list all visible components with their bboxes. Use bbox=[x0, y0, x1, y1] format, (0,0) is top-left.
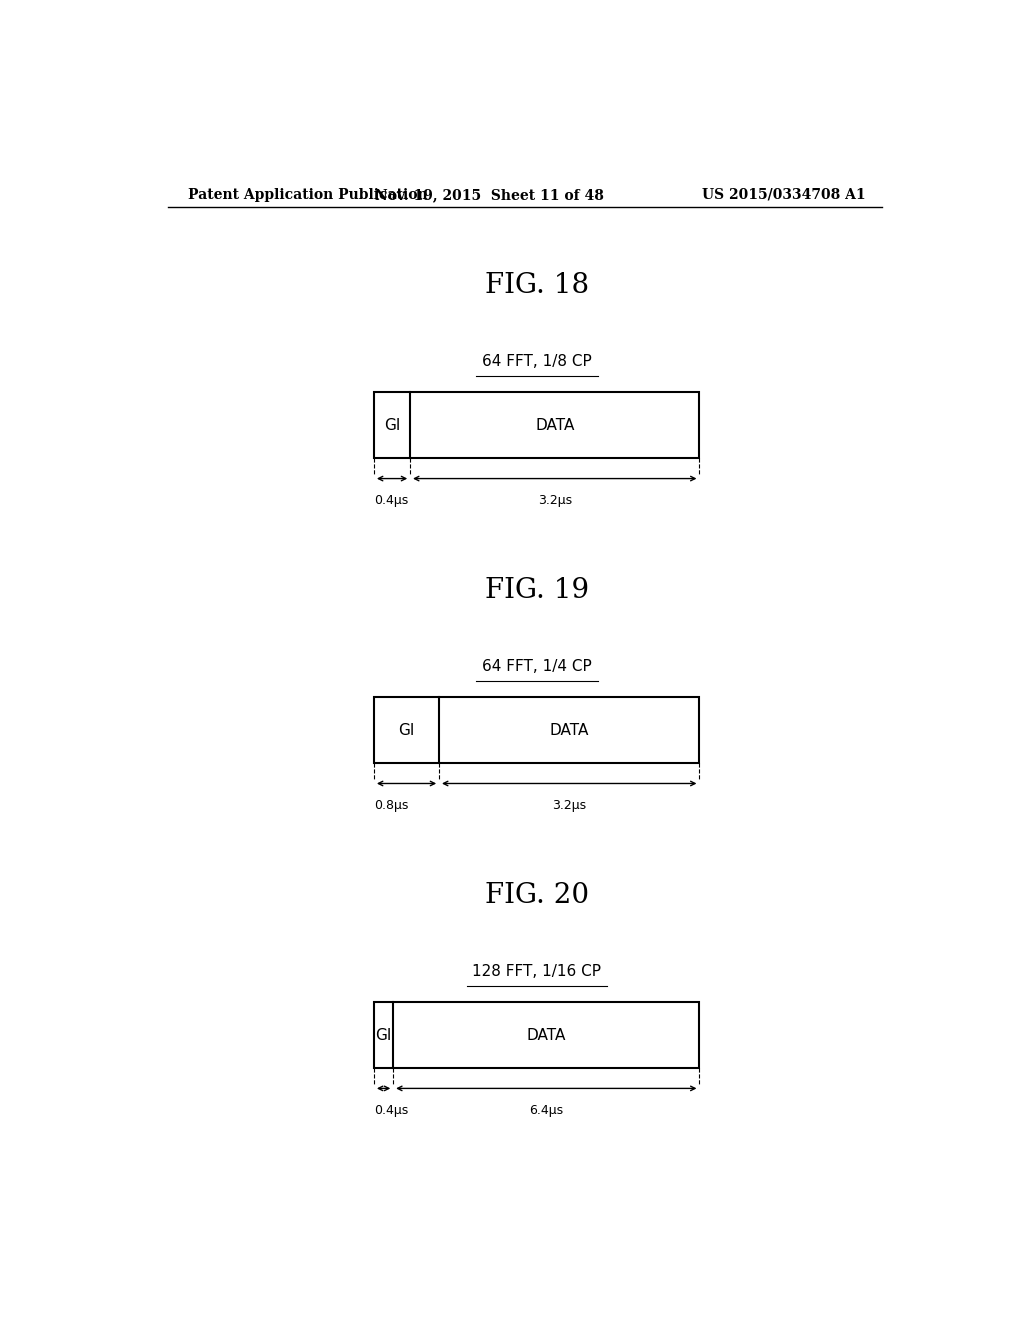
Text: 128 FFT, 1/16 CP: 128 FFT, 1/16 CP bbox=[472, 964, 601, 979]
Bar bbox=[374, 697, 699, 763]
Text: GI: GI bbox=[398, 722, 415, 738]
Text: 64 FFT, 1/8 CP: 64 FFT, 1/8 CP bbox=[482, 354, 592, 370]
Text: GI: GI bbox=[384, 417, 400, 433]
Text: FIG. 19: FIG. 19 bbox=[484, 577, 589, 603]
Text: DATA: DATA bbox=[526, 1027, 566, 1043]
Text: 6.4μs: 6.4μs bbox=[529, 1105, 563, 1117]
Text: 3.2μs: 3.2μs bbox=[552, 800, 587, 812]
Text: US 2015/0334708 A1: US 2015/0334708 A1 bbox=[702, 187, 866, 202]
Text: GI: GI bbox=[376, 1027, 392, 1043]
Text: 3.2μs: 3.2μs bbox=[538, 495, 571, 507]
Text: DATA: DATA bbox=[536, 417, 574, 433]
Text: DATA: DATA bbox=[550, 722, 589, 738]
Text: FIG. 18: FIG. 18 bbox=[484, 272, 589, 298]
Text: 0.8μs: 0.8μs bbox=[374, 800, 409, 812]
Bar bbox=[374, 1002, 699, 1068]
Text: Nov. 19, 2015  Sheet 11 of 48: Nov. 19, 2015 Sheet 11 of 48 bbox=[375, 187, 603, 202]
Text: 0.4μs: 0.4μs bbox=[374, 1105, 409, 1117]
Text: Patent Application Publication: Patent Application Publication bbox=[187, 187, 427, 202]
Text: 64 FFT, 1/4 CP: 64 FFT, 1/4 CP bbox=[482, 659, 592, 675]
Text: FIG. 20: FIG. 20 bbox=[484, 882, 589, 908]
Bar bbox=[374, 392, 699, 458]
Text: 0.4μs: 0.4μs bbox=[374, 495, 409, 507]
